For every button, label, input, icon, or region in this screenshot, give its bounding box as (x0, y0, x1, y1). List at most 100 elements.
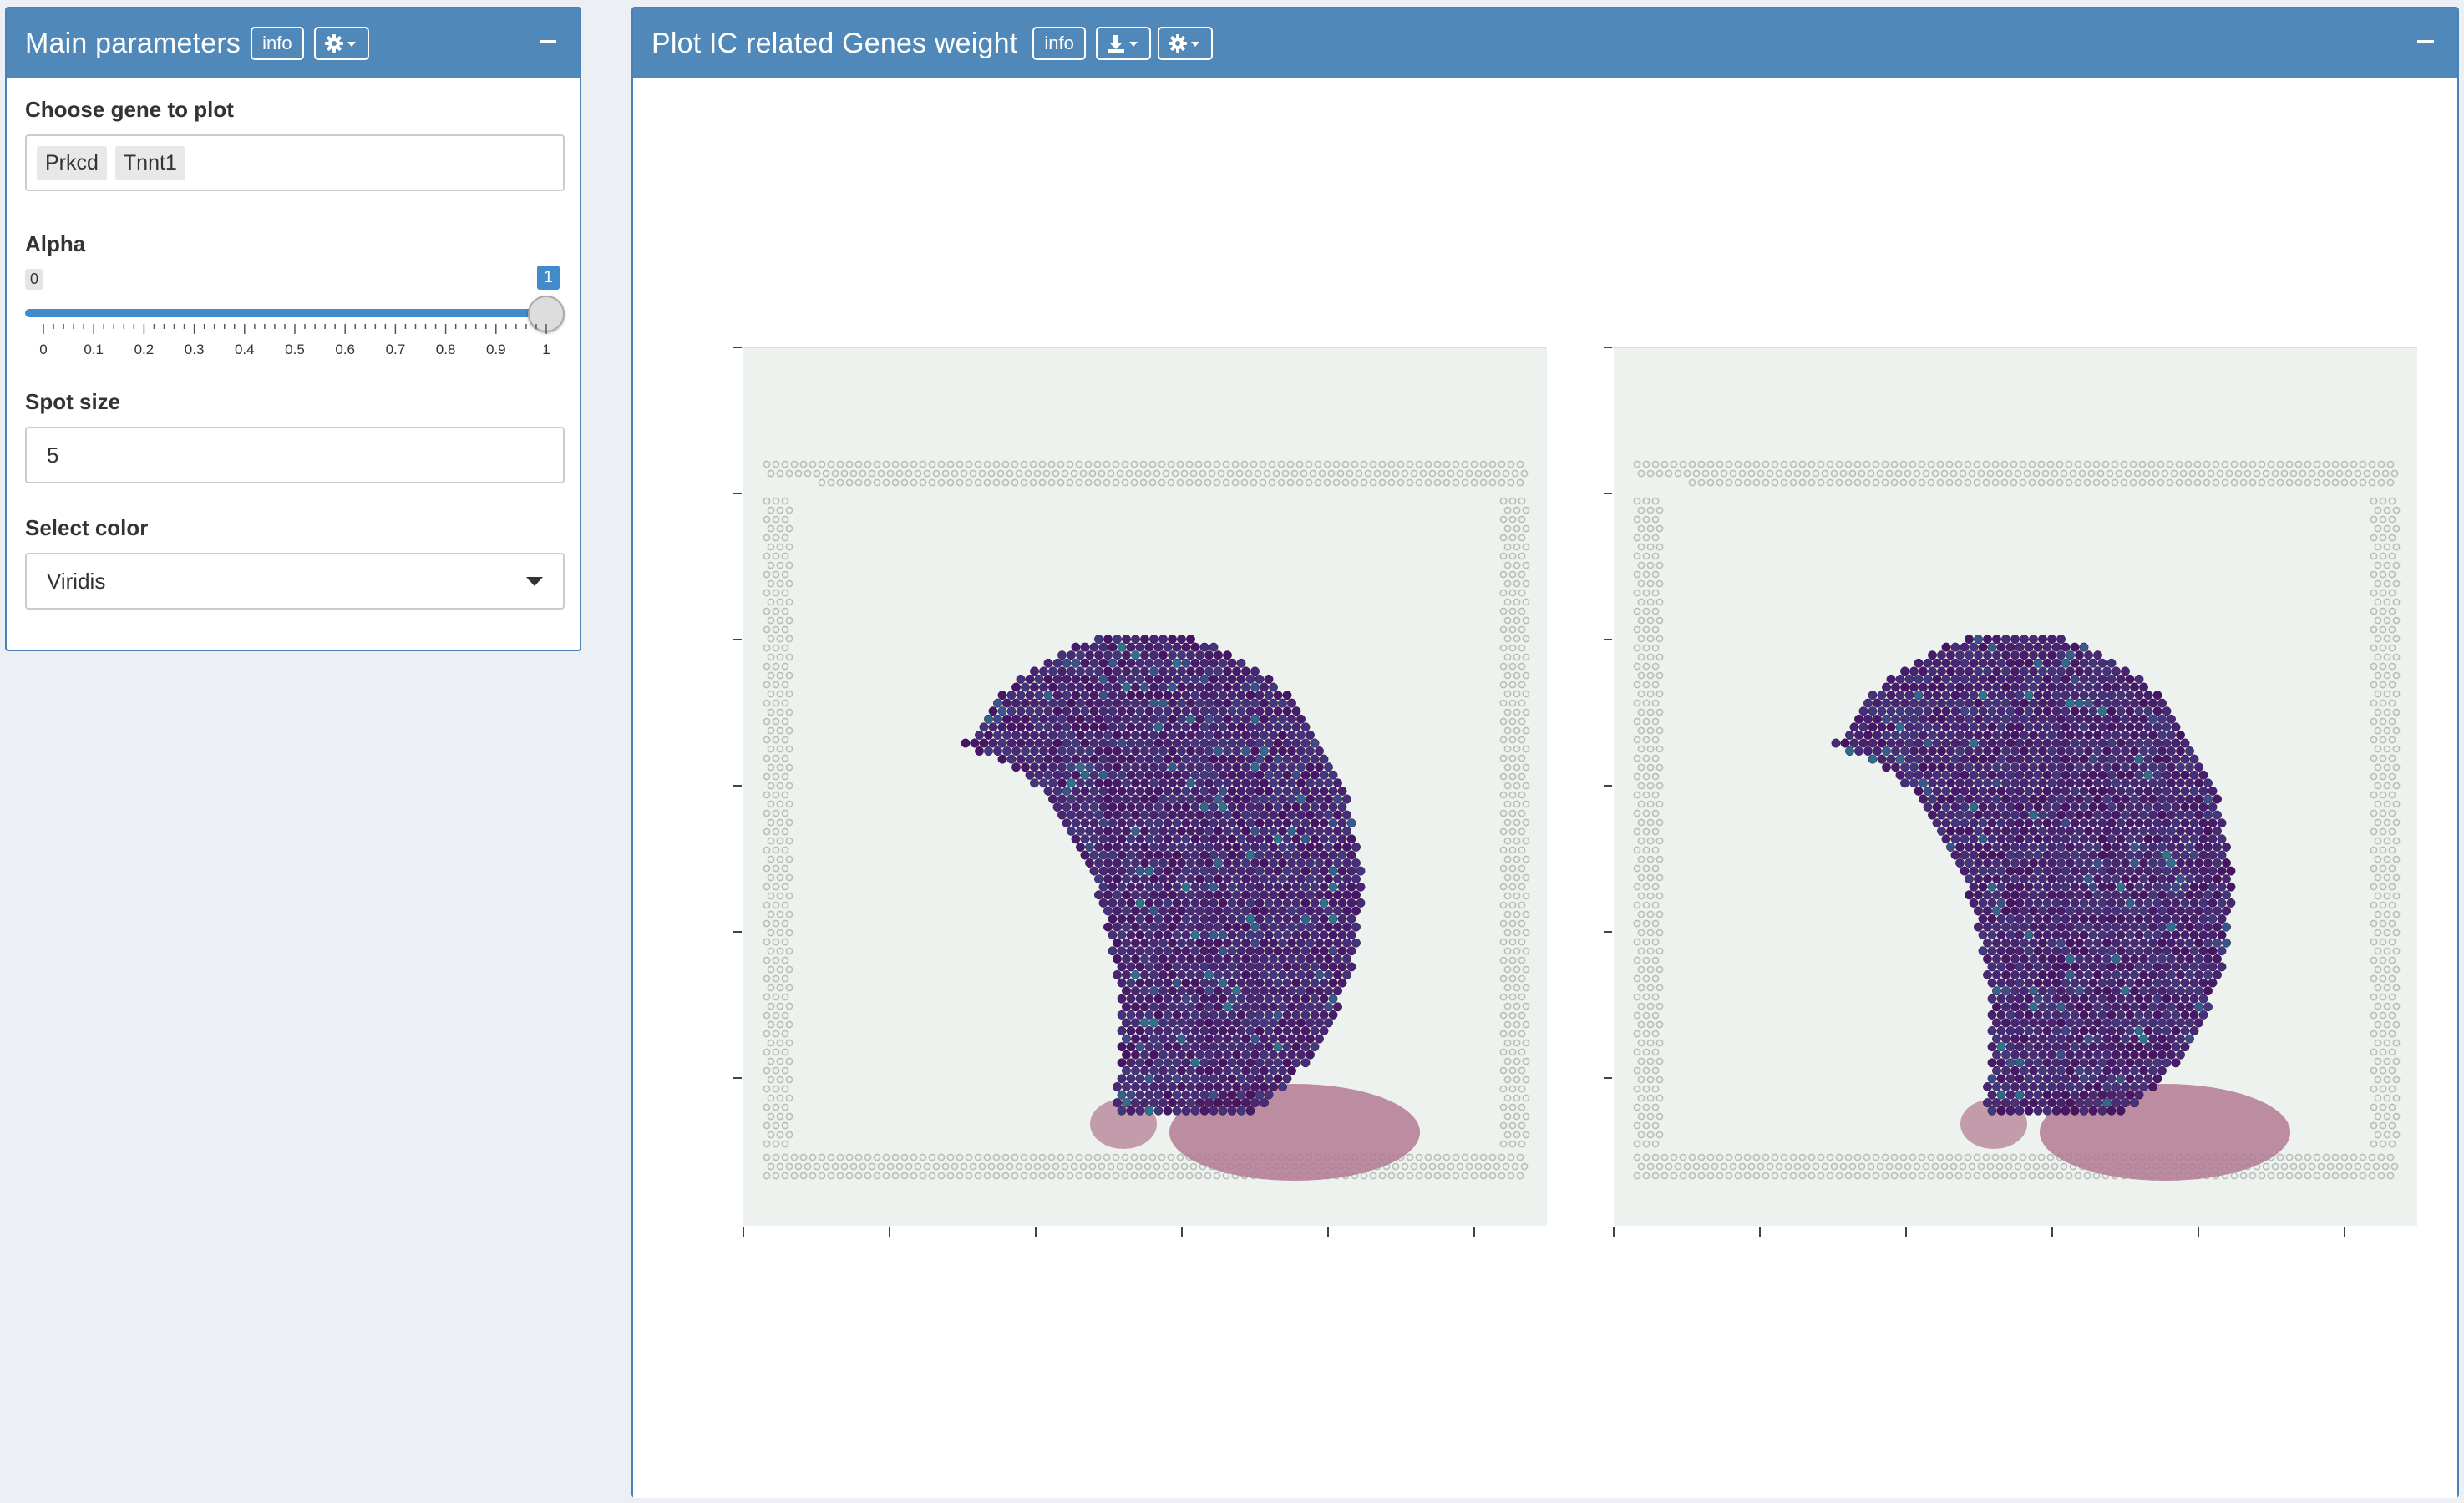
info-button[interactable]: info (1032, 27, 1086, 60)
spot (2134, 786, 2144, 796)
spot (1071, 642, 1081, 652)
spot (2171, 1010, 2181, 1020)
spot (1158, 778, 1168, 788)
spot (2066, 698, 2075, 708)
spot (2020, 842, 2029, 852)
spot (2097, 930, 2107, 940)
spot (2176, 842, 2185, 852)
spot (2061, 642, 2071, 652)
spot (1351, 842, 1361, 852)
spot (1960, 818, 1970, 828)
spot (1034, 706, 1044, 716)
spot (1241, 1098, 1250, 1108)
spot (1950, 818, 1960, 828)
spot (2139, 794, 2148, 804)
spot (1282, 994, 1292, 1004)
spot (1946, 746, 1955, 756)
spot (1978, 691, 1988, 701)
spot (1965, 682, 1974, 692)
spot (2024, 738, 2034, 748)
spot (1085, 826, 1094, 836)
gene-chip[interactable]: Prkcd (37, 145, 107, 180)
spot (1273, 930, 1283, 940)
spot (1877, 706, 1887, 716)
slider-tick-label: 0.1 (84, 342, 104, 357)
spot (1131, 922, 1140, 932)
spot (1030, 730, 1039, 740)
spot (1264, 818, 1274, 828)
color-select[interactable]: Viridis (25, 553, 565, 610)
download-dropdown-button[interactable] (1095, 27, 1151, 60)
spot (2042, 914, 2052, 924)
spot (1324, 938, 1333, 948)
spot (1236, 914, 1246, 924)
spot (1177, 1098, 1186, 1108)
info-button[interactable]: info (251, 27, 304, 60)
spot (1960, 786, 1970, 796)
spot (2116, 978, 2126, 988)
gene-select-input[interactable]: Prkcd Tnnt1 (25, 134, 565, 191)
spot (2070, 738, 2080, 748)
spot (2162, 850, 2172, 860)
spot (1094, 810, 1103, 820)
spot (1996, 691, 2006, 701)
slider-track[interactable] (25, 309, 547, 317)
spot (1177, 906, 1186, 916)
spot (1117, 946, 1127, 956)
alpha-slider[interactable]: 0 1 0 0.1 0.2 0.3 0.4 0.5 0.6 0.7 0.8 0.9 1 (25, 264, 565, 364)
spot (1158, 986, 1168, 996)
spot (1987, 1010, 1997, 1020)
spot (1287, 986, 1296, 996)
spot (1950, 706, 1960, 716)
settings-dropdown-button[interactable] (1157, 27, 1213, 60)
spot (2148, 762, 2157, 772)
spot (1232, 1082, 1241, 1091)
spot (1969, 802, 1979, 812)
settings-dropdown-button[interactable] (313, 27, 369, 60)
spot (2015, 642, 2025, 652)
spot (2010, 954, 2020, 964)
spot (1333, 1002, 1342, 1012)
spot (1937, 698, 1946, 708)
spot (1886, 738, 1896, 748)
spot (2051, 818, 2061, 828)
spot (2097, 978, 2107, 988)
spot (1236, 1042, 1246, 1052)
spot (1306, 778, 1315, 788)
spot (1356, 882, 1366, 892)
spot (1168, 842, 1177, 852)
spot (2157, 970, 2167, 979)
spot (2121, 794, 2130, 804)
spot (1153, 674, 1164, 684)
spot (2015, 786, 2025, 796)
spot (1346, 898, 1356, 908)
spot (1319, 994, 1329, 1004)
spot (1153, 738, 1164, 748)
spot (1048, 730, 1057, 740)
spot (1140, 762, 1149, 772)
spot (1025, 754, 1035, 764)
spot (1241, 842, 1250, 852)
spot (1223, 986, 1232, 996)
spot (1108, 914, 1118, 924)
spot (2020, 938, 2029, 948)
spot (1149, 1065, 1158, 1075)
spot (2061, 1106, 2071, 1116)
spot (1278, 874, 1287, 884)
collapse-button[interactable] (2416, 28, 2436, 53)
spot (2010, 810, 2020, 820)
spot (2167, 1002, 2176, 1012)
spot (1153, 1026, 1164, 1035)
spot (1260, 1065, 1269, 1075)
gene-chip[interactable]: Tnnt1 (114, 145, 185, 180)
spot (1122, 954, 1131, 964)
spot-size-input[interactable]: 5 (25, 427, 565, 483)
spot (2148, 858, 2157, 868)
spot (2038, 635, 2047, 645)
spot (2121, 810, 2130, 820)
spot (1306, 826, 1315, 836)
spot (2047, 970, 2056, 979)
collapse-button[interactable] (538, 28, 558, 53)
spot (2097, 1010, 2107, 1020)
spot (1186, 1098, 1195, 1108)
